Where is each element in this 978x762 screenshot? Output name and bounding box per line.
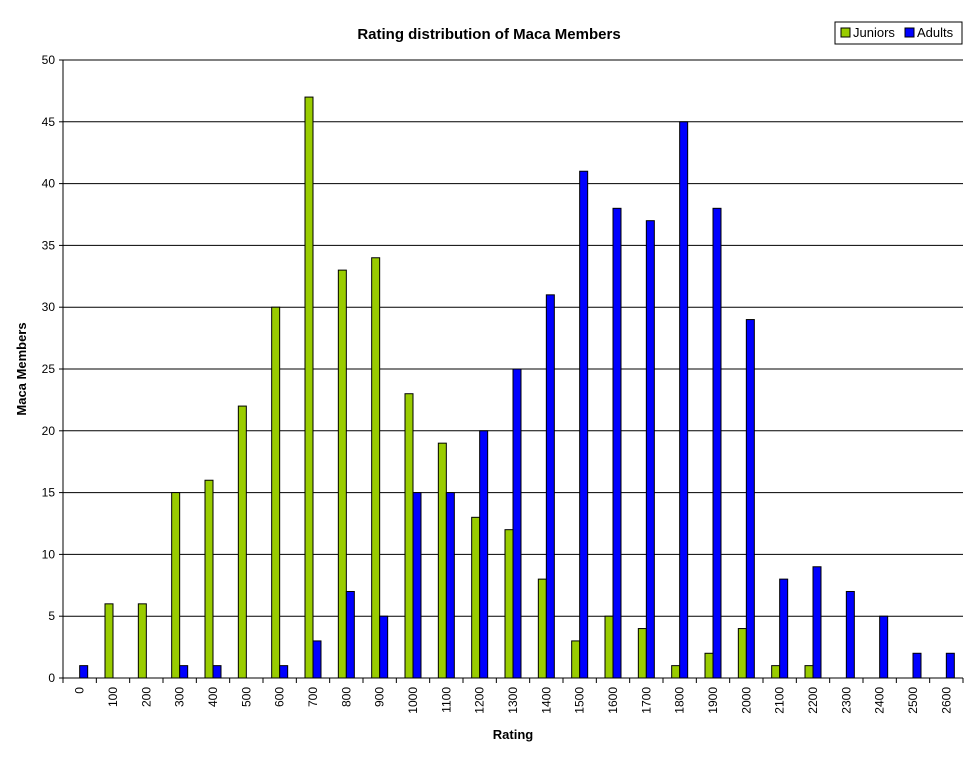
bar-adults-2500 xyxy=(912,652,922,679)
bar-juniors-1700 xyxy=(637,628,647,679)
bar-juniors-300 xyxy=(171,492,181,679)
x-tick-label: 900 xyxy=(373,687,387,707)
x-tick-label: 1000 xyxy=(406,687,420,714)
bar-juniors-1100 xyxy=(437,442,447,679)
bar-juniors-2000 xyxy=(737,628,747,679)
legend-swatch-juniors xyxy=(840,27,851,38)
x-tick-labels: 0 100 200 300 400 500 600 700 800 900 1000 1100 1200… xyxy=(73,687,954,714)
bar-adults-2400 xyxy=(879,615,889,679)
legend: Juniors Adults xyxy=(834,21,963,45)
bar-juniors-1300 xyxy=(504,529,514,679)
x-tick-label: 600 xyxy=(273,687,287,707)
bar-adults-1100 xyxy=(445,492,455,679)
bar-adults-2100 xyxy=(779,578,789,679)
bar-adults-1300 xyxy=(512,368,522,679)
x-tick-label: 700 xyxy=(306,687,320,707)
bar-juniors-1200 xyxy=(471,516,481,679)
bar-juniors-500 xyxy=(237,405,247,679)
x-tick-label: 1700 xyxy=(639,687,653,714)
bar-adults-600 xyxy=(279,665,289,679)
x-tick-label: 1600 xyxy=(606,687,620,714)
x-tick-label: 2400 xyxy=(873,687,887,714)
x-tick-label: 2600 xyxy=(939,687,953,714)
bar-adults-1000 xyxy=(412,492,422,679)
bar-adults-800 xyxy=(345,590,355,679)
y-tick-label: 5 xyxy=(48,609,55,623)
bar-adults-1400 xyxy=(545,294,555,679)
x-tick-label: 2100 xyxy=(773,687,787,714)
bar-adults-2200 xyxy=(812,566,822,679)
y-tick-label: 25 xyxy=(42,362,56,376)
bar-adults-1900 xyxy=(712,207,722,679)
bar-adults-1700 xyxy=(645,220,655,679)
bar-adults-700 xyxy=(312,640,322,679)
bar-adults-2600 xyxy=(945,652,955,679)
y-tick-label: 15 xyxy=(42,486,56,500)
bar-adults-1800 xyxy=(679,121,689,679)
bar-juniors-1900 xyxy=(704,652,714,679)
y-tick-label: 35 xyxy=(42,238,56,252)
y-tick-label: 45 xyxy=(42,115,56,129)
bar-adults-2000 xyxy=(745,319,755,679)
bar-juniors-100 xyxy=(104,603,114,679)
x-tick-label: 1400 xyxy=(539,687,553,714)
axes xyxy=(62,60,964,683)
x-tick-label: 500 xyxy=(239,687,253,707)
x-tick-label: 1100 xyxy=(439,687,453,713)
x-tick-label: 1900 xyxy=(706,687,720,714)
bar-juniors-900 xyxy=(371,257,381,679)
y-tick-label: 50 xyxy=(42,53,56,67)
bar-juniors-200 xyxy=(137,603,147,679)
bar-juniors-2100 xyxy=(771,665,781,679)
x-tick-label: 2300 xyxy=(839,687,853,714)
x-tick-label: 400 xyxy=(206,687,220,707)
x-tick-label: 1500 xyxy=(573,687,587,714)
x-axis-title: Rating xyxy=(493,727,534,742)
bar-juniors-1600 xyxy=(604,615,614,679)
y-tick-label: 40 xyxy=(42,177,56,191)
x-tick-label: 1300 xyxy=(506,687,520,714)
x-tick-label: 300 xyxy=(173,687,187,707)
bar-adults-300 xyxy=(179,665,189,679)
x-tick-label: 1200 xyxy=(473,687,487,714)
bar-adults-1500 xyxy=(579,170,589,679)
bar-juniors-700 xyxy=(304,96,314,679)
x-tick-label: 2000 xyxy=(739,687,753,714)
bar-adults-1600 xyxy=(612,207,622,679)
bar-juniors-1000 xyxy=(404,393,414,679)
bar-juniors-1800 xyxy=(671,665,681,679)
legend-label-adults: Adults xyxy=(917,25,954,40)
y-tick-labels: 0 5 10 15 20 25 30 35 40 45 50 xyxy=(42,53,56,685)
y-tick-label: 0 xyxy=(48,671,55,685)
bar-adults-400 xyxy=(212,665,222,679)
x-tick-label: 800 xyxy=(339,687,353,707)
x-tick-label: 1800 xyxy=(673,687,687,714)
x-tick-label: 100 xyxy=(106,687,120,707)
bar-juniors-1500 xyxy=(571,640,581,679)
x-tick-label: 0 xyxy=(73,687,87,694)
x-tick-label: 2200 xyxy=(806,687,820,714)
y-tick-label: 20 xyxy=(42,424,56,438)
y-tick-label: 10 xyxy=(42,547,56,561)
bar-juniors-2200 xyxy=(804,665,814,679)
bar-adults-0 xyxy=(79,665,89,679)
bar-adults-2300 xyxy=(845,590,855,679)
y-axis-title: Maca Members xyxy=(14,322,29,415)
x-tick-label: 200 xyxy=(139,687,153,707)
chart-title: Rating distribution of Maca Members xyxy=(357,26,620,43)
legend-box xyxy=(834,21,963,45)
bar-juniors-600 xyxy=(271,306,281,679)
bar-juniors-400 xyxy=(204,479,214,679)
x-tick-label: 2500 xyxy=(906,687,920,714)
bar-juniors-800 xyxy=(337,269,347,679)
bar-adults-900 xyxy=(379,615,389,679)
legend-swatch-adults xyxy=(904,27,915,38)
y-tick-label: 30 xyxy=(42,300,56,314)
bar-juniors-1400 xyxy=(537,578,547,679)
bar-adults-1200 xyxy=(479,430,489,679)
legend-label-juniors: Juniors xyxy=(853,25,895,40)
